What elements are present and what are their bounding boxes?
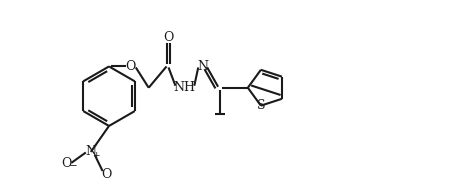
Text: O: O (101, 168, 112, 181)
Text: NH: NH (173, 81, 195, 94)
Text: O: O (125, 60, 136, 73)
Text: O: O (163, 31, 174, 44)
Text: O: O (61, 157, 72, 170)
Text: N: N (85, 145, 96, 159)
Text: N: N (197, 60, 208, 73)
Text: −: − (68, 161, 77, 171)
Text: +: + (92, 151, 100, 160)
Text: S: S (256, 99, 264, 112)
